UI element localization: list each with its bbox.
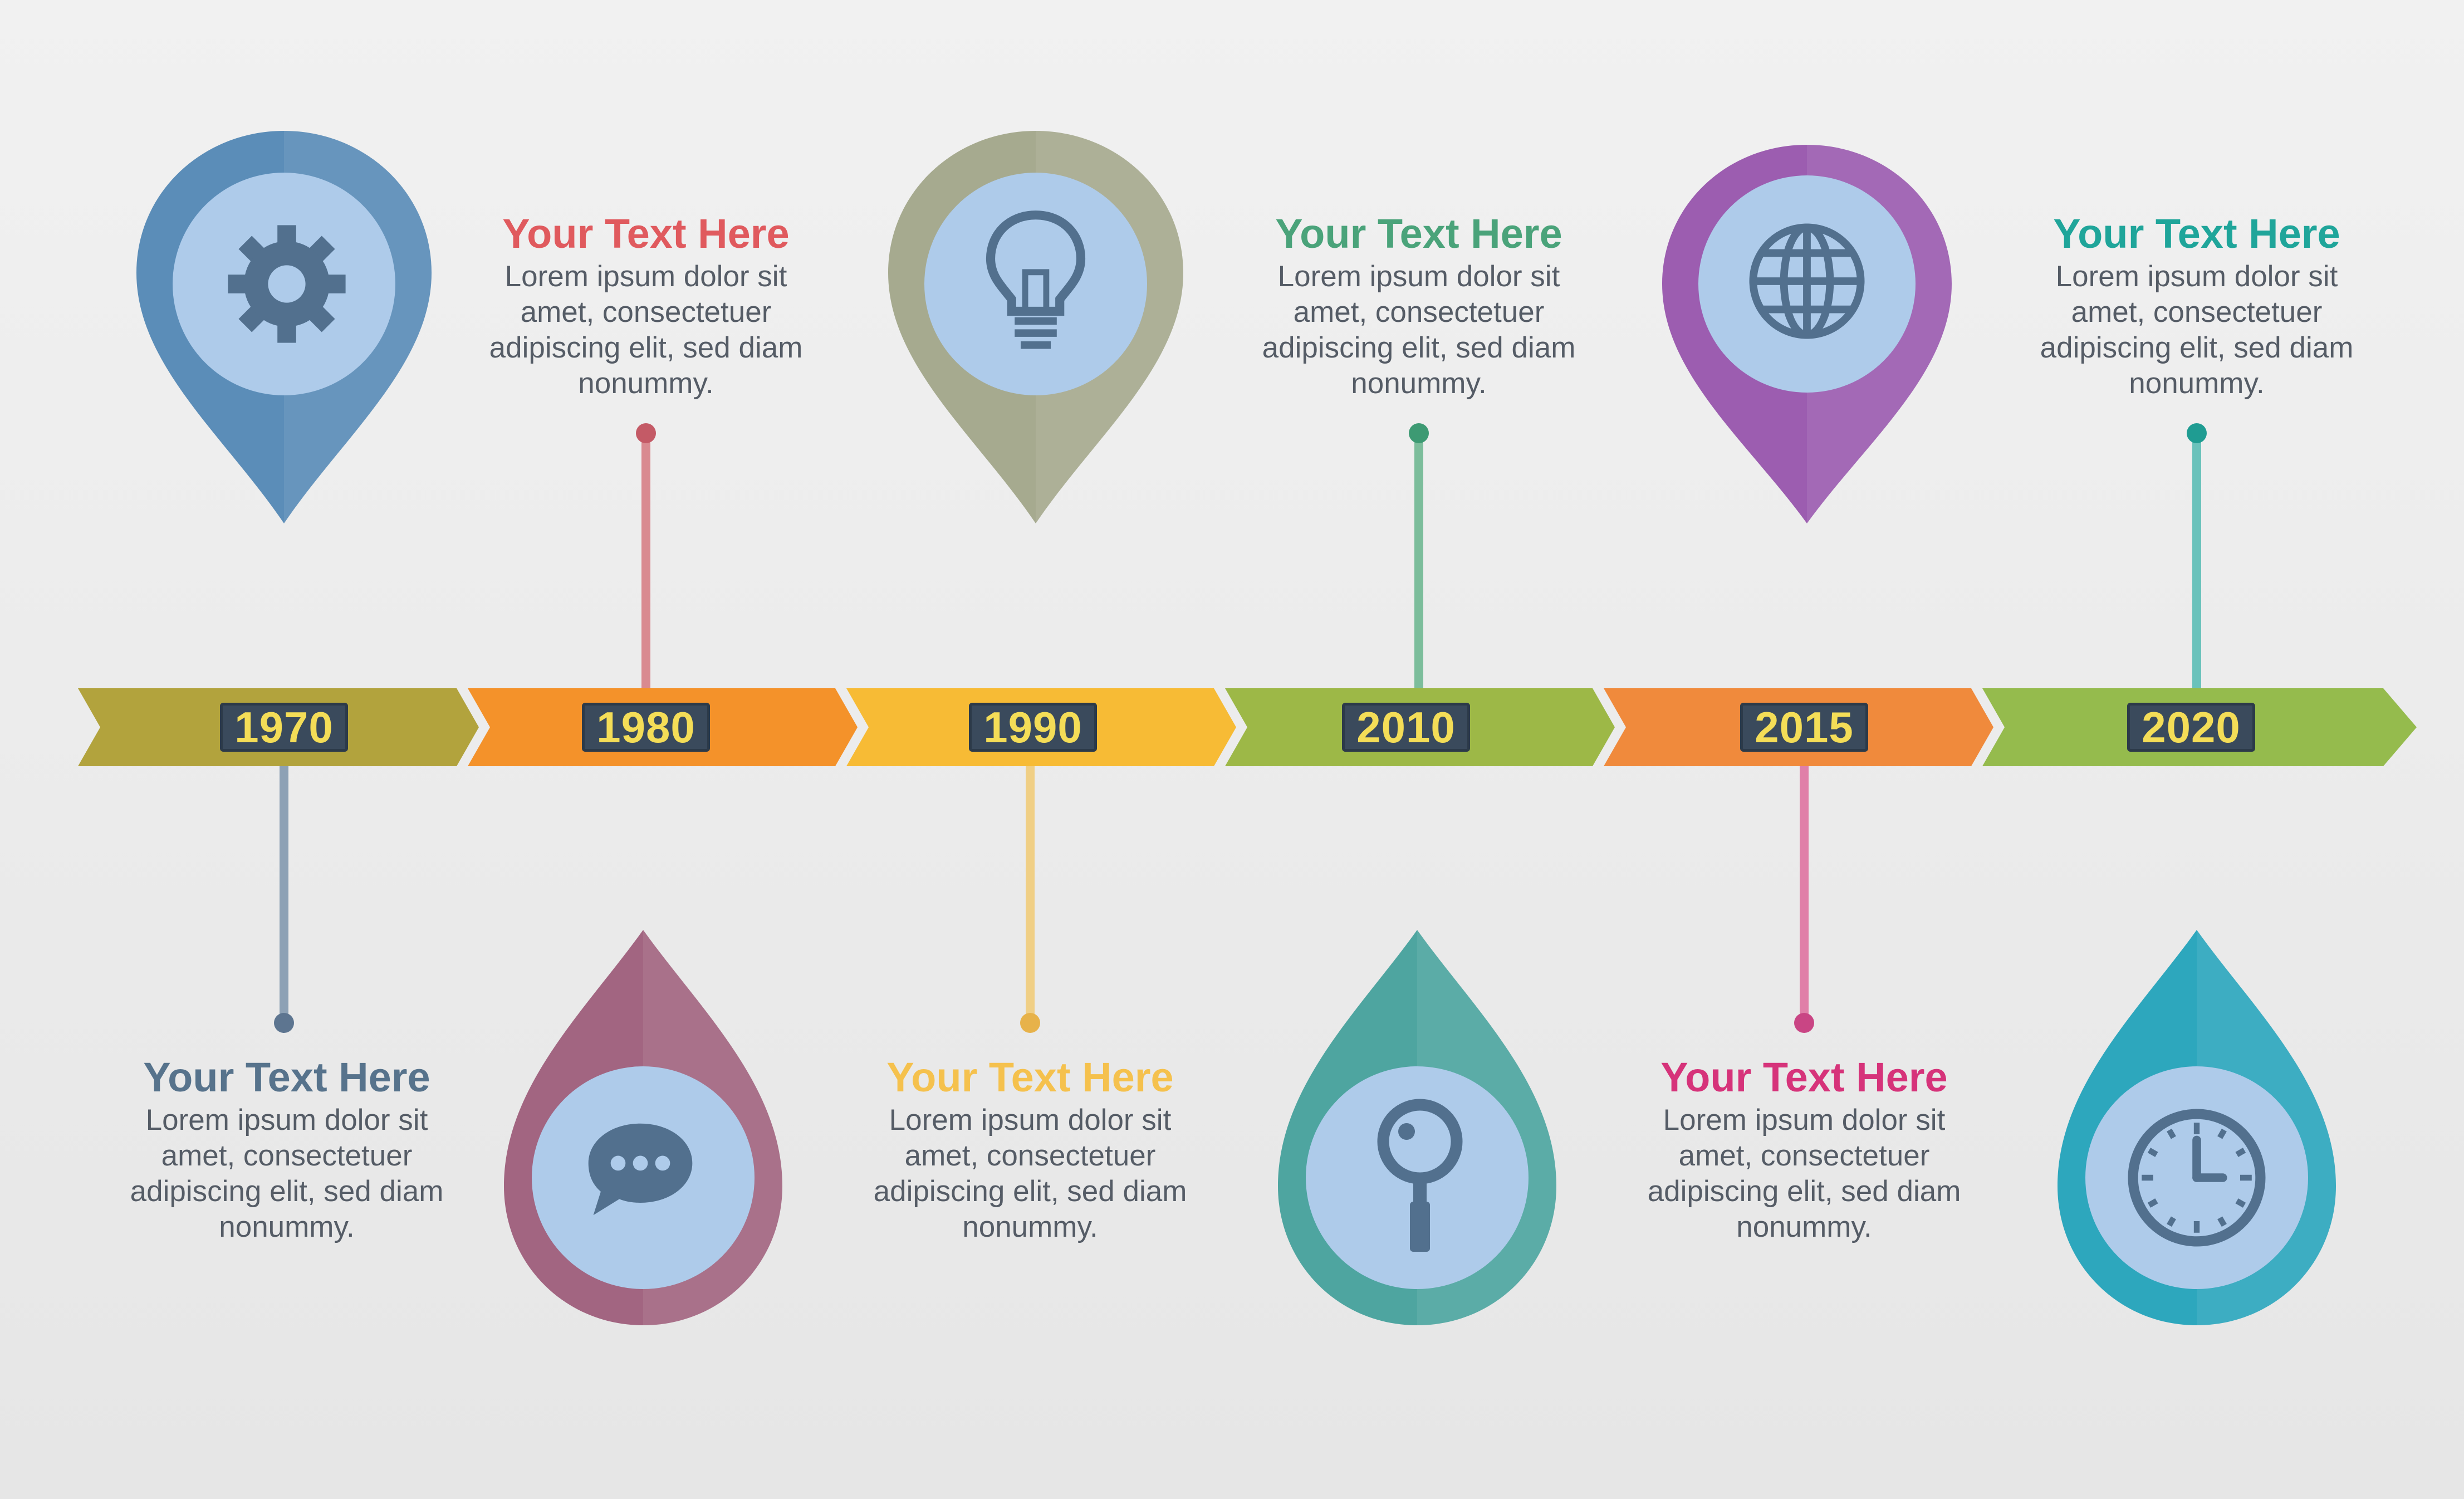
text-block-body: Lorem ipsum dolor sit amet, consectetuer… [1647,1104,1961,1243]
clock-icon [2124,1105,2269,1250]
text-block-4: Your Text Here Lorem ipsum dolor sit ame… [117,1052,457,1245]
connector-1970 [273,752,295,1033]
text-block-body: Lorem ipsum dolor sit amet, consectetuer… [2040,260,2354,400]
year-label-2010: 2010 [1342,703,1470,752]
connector-1990 [1019,752,1041,1033]
text-block-body: Lorem ipsum dolor sit amet, consectetuer… [489,260,803,400]
text-block-6: Your Text Here Lorem ipsum dolor sit ame… [1634,1052,1974,1245]
globe-icon [1743,217,1871,345]
text-block-body: Lorem ipsum dolor sit amet, consectetuer… [1262,260,1576,400]
text-block-body: Lorem ipsum dolor sit amet, consectetuer… [130,1104,444,1243]
text-block-title: Your Text Here [1660,1054,1948,1100]
year-label-2020: 2020 [2127,703,2255,752]
gear-icon [220,217,354,351]
text-block-1: Your Text Here Lorem ipsum dolor sit ame… [476,209,816,420]
text-block-body: Lorem ipsum dolor sit amet, consectetuer… [873,1104,1187,1243]
text-block-title: Your Text Here [143,1054,430,1100]
year-label-1990: 1990 [969,703,1097,752]
connector-2015 [1793,752,1815,1033]
connector-2010 [1408,423,1430,707]
magnifier-icon [1361,1089,1478,1261]
year-label-1970: 1970 [220,703,348,752]
text-block-2: Your Text Here Lorem ipsum dolor sit ame… [1249,209,1589,420]
text-block-title: Your Text Here [886,1054,1174,1100]
connector-2020 [2186,423,2208,707]
text-block-title: Your Text Here [502,210,790,257]
year-label-1980: 1980 [582,703,710,752]
lightbulb-icon [974,206,1097,356]
chat-bubble-icon [576,1114,704,1225]
connector-1980 [635,423,657,707]
year-label-2015: 2015 [1740,703,1868,752]
text-block-3: Your Text Here Lorem ipsum dolor sit ame… [2027,209,2367,420]
text-block-title: Your Text Here [2053,210,2340,257]
text-block-5: Your Text Here Lorem ipsum dolor sit ame… [860,1052,1200,1245]
text-block-title: Your Text Here [1275,210,1562,257]
